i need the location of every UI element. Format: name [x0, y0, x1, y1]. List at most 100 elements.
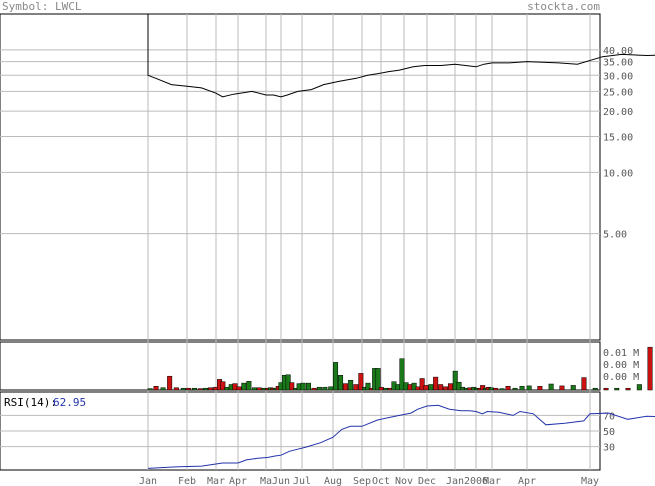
volume-bar [636, 384, 642, 391]
volume-bar [447, 383, 453, 391]
volume-bar [512, 387, 518, 391]
rsi-tick-label: 30 [603, 443, 615, 454]
volume-bar [224, 386, 230, 391]
volume-bar [328, 386, 334, 391]
symbol-label: Symbol: LWCL [2, 0, 82, 13]
volume-tick-label: 0.01 M [603, 348, 639, 359]
volume-bar [147, 388, 153, 391]
volume-bar [316, 386, 322, 391]
volume-bar [456, 381, 462, 391]
price-tick-label: 10.00 [603, 168, 633, 179]
volume-bar [203, 387, 209, 391]
volume-bar [493, 387, 499, 391]
volume-bar [603, 387, 609, 391]
volume-bar [232, 383, 238, 391]
volume-panel: 0.01 M0.00 M0.00 M [147, 346, 653, 391]
price-tick-label: 40.00 [603, 46, 633, 57]
x-tick-label: Mar [483, 476, 501, 486]
volume-bar [480, 385, 486, 391]
volume-bar [419, 378, 425, 391]
volume-bar [519, 386, 525, 391]
volume-bar [423, 385, 429, 391]
volume-bar [300, 382, 306, 391]
panel-frames [0, 13, 601, 471]
price-tick-label: 20.00 [603, 107, 633, 118]
rsi-panel: 70 50 30 [147, 404, 655, 469]
volume-bar [614, 387, 620, 391]
volume-bar [433, 376, 439, 391]
volume-bar [353, 384, 359, 391]
x-tick-label: May [581, 476, 599, 486]
volume-bar [251, 387, 257, 391]
volume-bar [256, 387, 262, 391]
volume-bar [570, 385, 576, 391]
volume-bar [180, 387, 186, 391]
volume-bar [338, 375, 344, 391]
price-tick-label: 5.00 [603, 230, 627, 241]
volume-bar [192, 387, 198, 391]
x-tick-label: Feb [178, 476, 196, 486]
volume-bar [415, 386, 421, 391]
x-axis: Jan Feb Mar Apr Ma Jun Jul Aug Sep Oct Nov Dec Jan 20… [139, 476, 599, 486]
volume-bar [378, 386, 384, 391]
volume-bar [647, 346, 653, 391]
volume-bar [241, 382, 247, 391]
volume-bar [526, 385, 532, 391]
volume-bar [499, 388, 505, 391]
volume-bar [375, 368, 381, 391]
x-tick-label: Jun [272, 476, 290, 486]
volume-bar [220, 381, 226, 391]
price-line [147, 14, 655, 98]
price-tick-label: 15.00 [603, 133, 633, 144]
volume-bar [311, 387, 317, 391]
volume-bar [559, 385, 565, 391]
x-tick-label: Ma [260, 476, 272, 486]
volume-bar [625, 387, 631, 391]
volume-bar [438, 384, 444, 391]
volume-bar [322, 386, 328, 391]
volume-bar [289, 382, 295, 391]
price-tick-label: 25.00 [603, 87, 633, 98]
volume-bar [305, 382, 311, 391]
volume-bar [383, 387, 389, 391]
volume-bar [399, 358, 405, 391]
x-tick-label: Aug [324, 476, 342, 486]
x-tick-label: Jul [293, 476, 311, 486]
gridlines [0, 14, 600, 470]
price-tick-label: 35.00 [603, 58, 633, 69]
x-tick-label: Nov [395, 476, 413, 486]
rsi-tick-label: 70 [603, 411, 615, 422]
x-tick-label: Mar [207, 476, 225, 486]
volume-tick-label: 0.00 M [603, 372, 639, 383]
volume-bar [348, 380, 354, 391]
volume-bar [537, 386, 543, 391]
x-tick-label: Dec [418, 476, 436, 486]
volume-bar [246, 381, 252, 391]
rsi-label: RSI(14): [4, 396, 57, 409]
volume-bar [153, 386, 159, 391]
volume-bar [365, 382, 371, 391]
volume-tick-label: 0.00 M [603, 360, 639, 371]
volume-bar [581, 377, 587, 391]
rsi-tick-label: 50 [603, 427, 615, 438]
volume-bar [391, 381, 397, 391]
volume-bar [442, 386, 448, 391]
x-tick-label: Oct [372, 476, 390, 486]
volume-bar [173, 387, 179, 391]
x-tick-label: Jan [139, 476, 157, 486]
volume-bar [333, 362, 339, 391]
x-tick-label: Sep [353, 476, 371, 486]
volume-bar [358, 373, 364, 391]
rsi-value: 62.95 [53, 396, 86, 409]
volume-bar [452, 370, 458, 391]
volume-bar [592, 387, 598, 391]
price-tick-label: 30.00 [603, 71, 633, 82]
volume-bar [428, 384, 434, 391]
rsi-line [147, 404, 655, 469]
volume-bar [186, 387, 192, 391]
volume-bar [207, 387, 213, 391]
volume-bar [342, 383, 348, 391]
x-tick-label: Apr [229, 476, 247, 486]
